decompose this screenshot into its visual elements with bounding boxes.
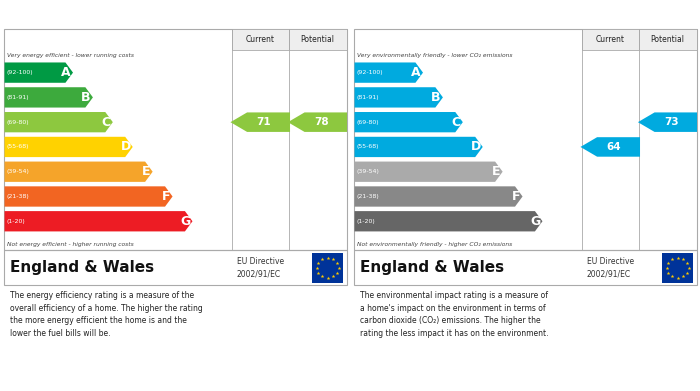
Text: 73: 73	[664, 117, 678, 127]
Text: Current: Current	[596, 35, 624, 44]
Text: 71: 71	[256, 117, 271, 127]
Polygon shape	[638, 113, 697, 132]
Text: EU Directive
2002/91/EC: EU Directive 2002/91/EC	[587, 257, 634, 278]
Text: D: D	[470, 140, 481, 153]
Text: (21-38): (21-38)	[357, 194, 379, 199]
Polygon shape	[4, 87, 93, 108]
Text: Potential: Potential	[651, 35, 685, 44]
Text: (21-38): (21-38)	[7, 194, 29, 199]
Polygon shape	[354, 161, 503, 182]
Polygon shape	[230, 113, 290, 132]
Polygon shape	[354, 63, 423, 83]
Text: 64: 64	[606, 142, 621, 152]
Text: Not environmentally friendly - higher CO₂ emissions: Not environmentally friendly - higher CO…	[357, 242, 512, 247]
Text: A: A	[412, 66, 421, 79]
Text: The energy efficiency rating is a measure of the
overall efficiency of a home. T: The energy efficiency rating is a measur…	[10, 291, 203, 338]
Polygon shape	[288, 113, 347, 132]
Text: Potential: Potential	[301, 35, 335, 44]
Bar	[312, 253, 343, 283]
Text: (55-68): (55-68)	[7, 144, 29, 149]
Text: (1-20): (1-20)	[7, 219, 26, 224]
Polygon shape	[580, 137, 640, 157]
Text: (69-80): (69-80)	[357, 120, 379, 125]
Text: The environmental impact rating is a measure of
a home's impact on the environme: The environmental impact rating is a mea…	[360, 291, 549, 338]
Text: G: G	[530, 215, 540, 228]
Text: Very energy efficient - lower running costs: Very energy efficient - lower running co…	[7, 52, 134, 57]
Polygon shape	[4, 187, 173, 207]
Bar	[289, 29, 346, 50]
Text: England & Wales: England & Wales	[10, 260, 155, 275]
Polygon shape	[354, 187, 523, 207]
Text: Current: Current	[246, 35, 274, 44]
Text: Very environmentally friendly - lower CO₂ emissions: Very environmentally friendly - lower CO…	[357, 52, 512, 57]
Polygon shape	[354, 211, 542, 231]
Polygon shape	[354, 87, 443, 108]
Text: (69-80): (69-80)	[7, 120, 29, 125]
Text: Environmental Impact (CO₂) Rating: Environmental Impact (CO₂) Rating	[358, 8, 606, 21]
Text: E: E	[492, 165, 500, 178]
Polygon shape	[354, 137, 483, 157]
Text: B: B	[431, 91, 441, 104]
Text: Not energy efficient - higher running costs: Not energy efficient - higher running co…	[7, 242, 134, 247]
Polygon shape	[4, 63, 73, 83]
Bar	[232, 29, 289, 50]
Text: F: F	[512, 190, 521, 203]
Text: EU Directive
2002/91/EC: EU Directive 2002/91/EC	[237, 257, 284, 278]
Text: C: C	[102, 116, 111, 129]
Text: B: B	[81, 91, 91, 104]
Text: (81-91): (81-91)	[357, 95, 379, 100]
Text: (92-100): (92-100)	[7, 70, 34, 75]
Polygon shape	[4, 137, 133, 157]
Text: C: C	[452, 116, 461, 129]
Text: D: D	[120, 140, 131, 153]
Polygon shape	[4, 211, 192, 231]
Bar	[582, 29, 639, 50]
Text: (92-100): (92-100)	[357, 70, 384, 75]
Text: (55-68): (55-68)	[357, 144, 379, 149]
Bar	[662, 253, 693, 283]
Text: E: E	[142, 165, 150, 178]
Text: 78: 78	[314, 117, 328, 127]
Text: (1-20): (1-20)	[357, 219, 376, 224]
Bar	[639, 29, 696, 50]
Text: (81-91): (81-91)	[7, 95, 29, 100]
Text: (39-54): (39-54)	[7, 169, 30, 174]
Text: England & Wales: England & Wales	[360, 260, 505, 275]
Text: (39-54): (39-54)	[357, 169, 380, 174]
Text: A: A	[62, 66, 71, 79]
Text: G: G	[180, 215, 190, 228]
Text: Energy Efficiency Rating: Energy Efficiency Rating	[8, 8, 181, 21]
Polygon shape	[4, 112, 113, 132]
Polygon shape	[4, 161, 153, 182]
Polygon shape	[354, 112, 463, 132]
Text: F: F	[162, 190, 171, 203]
